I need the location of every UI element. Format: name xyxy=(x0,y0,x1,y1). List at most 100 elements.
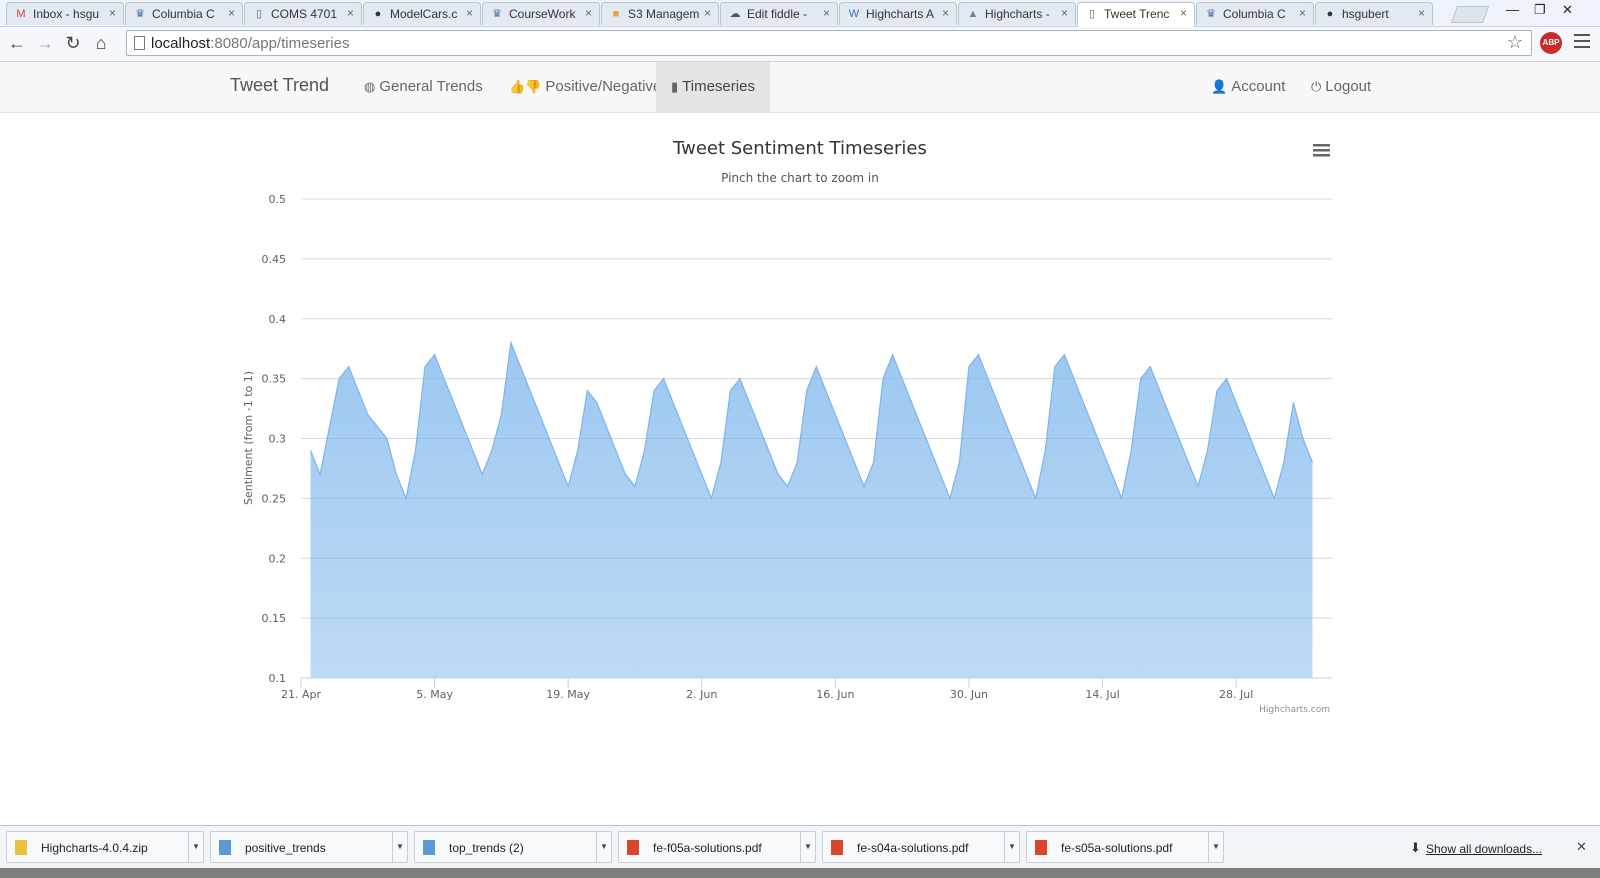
account-link[interactable]: 👤 Account xyxy=(1196,62,1300,112)
browser-tab[interactable]: ■ S3 Managem × xyxy=(601,2,719,25)
show-all-downloads-link[interactable]: Show all downloads... xyxy=(1426,842,1543,856)
crown-icon: ♛ xyxy=(135,8,145,20)
power-icon: ⏻ xyxy=(1311,79,1322,94)
chrome-menu-icon[interactable] xyxy=(1574,34,1590,52)
download-arrow-icon: ⬇ xyxy=(1410,840,1421,855)
tab-close-icon[interactable]: × xyxy=(941,6,949,20)
browser-tab[interactable]: ☁ Edit fiddle - × xyxy=(720,2,838,25)
page-icon: ▯ xyxy=(1088,8,1096,20)
tab-close-icon[interactable]: × xyxy=(227,6,235,20)
tab-label: Inbox - hsgu xyxy=(33,7,100,21)
tab-close-icon[interactable]: × xyxy=(1298,6,1306,20)
url-path: :8080/app/timeseries xyxy=(210,35,350,52)
download-name: fe-s04a-solutions.pdf xyxy=(857,841,969,855)
chart-title: Tweet Sentiment Timeseries xyxy=(672,138,927,159)
browser-tab[interactable]: ♛ Columbia C × xyxy=(1196,2,1314,25)
nav-timeseries[interactable]: ▮ Timeseries xyxy=(656,62,770,112)
chart-subtitle: Pinch the chart to zoom in xyxy=(721,171,879,185)
forward-icon[interactable]: → xyxy=(36,33,54,53)
globe-icon: ◍ xyxy=(364,79,376,94)
download-menu-arrow-icon[interactable]: ▼ xyxy=(392,832,407,862)
download-name: fe-s05a-solutions.pdf xyxy=(1061,841,1173,855)
x-axis-labels: 21. Apr 5. May 19. May 2. Jun 16. Jun 30. Jun… xyxy=(281,677,1332,701)
browser-tab[interactable]: M Inbox - hsgu × xyxy=(6,2,124,25)
page-icon xyxy=(134,36,145,50)
tab-close-icon[interactable]: × xyxy=(108,6,116,20)
tab-label: Columbia C xyxy=(152,7,215,21)
sentiment-chart[interactable]: Tweet Sentiment Timeseries Pinch the cha… xyxy=(230,120,1370,740)
chart-menu-icon[interactable] xyxy=(1313,144,1330,157)
y-tick-label: 0.15 xyxy=(262,612,287,625)
browser-tab[interactable]: ● ModelCars.c × xyxy=(363,2,481,25)
browser-tab[interactable]: ▯ COMS 4701 × xyxy=(244,2,362,25)
tab-close-icon[interactable]: × xyxy=(584,6,592,20)
home-icon[interactable]: ⌂ xyxy=(95,33,107,53)
file-icon xyxy=(219,840,231,855)
tab-label: Edit fiddle - xyxy=(747,7,808,21)
tab-close-icon[interactable]: × xyxy=(1060,6,1068,20)
download-menu-arrow-icon[interactable]: ▼ xyxy=(1004,832,1019,862)
reload-icon[interactable]: ↻ xyxy=(65,33,81,53)
x-tick-label: 5. May xyxy=(416,688,453,701)
browser-tab[interactable]: ▲ Highcharts - × xyxy=(958,2,1076,25)
adblock-icon[interactable]: ABP xyxy=(1540,32,1562,54)
download-item[interactable]: fe-f05a-solutions.pdf ▼ xyxy=(618,831,816,863)
window-close-icon[interactable]: ✕ xyxy=(1562,2,1573,17)
download-item[interactable]: fe-s04a-solutions.pdf ▼ xyxy=(822,831,1020,863)
y-tick-label: 0.3 xyxy=(269,433,287,446)
downloads-bar: Highcharts-4.0.4.zip ▼ positive_trends ▼ top… xyxy=(0,825,1600,869)
highcharts-credits[interactable]: Highcharts.com xyxy=(1259,705,1330,715)
tab-close-icon[interactable]: × xyxy=(703,6,711,20)
nav-positive-negative[interactable]: 👍👎 Positive/Negative xyxy=(494,62,676,112)
download-menu-arrow-icon[interactable]: ▼ xyxy=(800,832,815,862)
browser-tab[interactable]: ♛ CourseWork × xyxy=(482,2,600,25)
download-name: Highcharts-4.0.4.zip xyxy=(41,841,148,855)
download-item[interactable]: positive_trends ▼ xyxy=(210,831,408,863)
y-tick-label: 0.4 xyxy=(269,313,287,326)
crown-icon: ♛ xyxy=(1206,8,1216,20)
cloud-icon: ☁ xyxy=(729,8,741,20)
tab-close-icon[interactable]: × xyxy=(1417,6,1425,20)
github-icon: ● xyxy=(374,8,382,20)
browser-tab[interactable]: ▯ Tweet Trenc × xyxy=(1077,2,1195,27)
chart-svg: Tweet Sentiment Timeseries Pinch the cha… xyxy=(242,138,1332,715)
download-item[interactable]: top_trends (2) ▼ xyxy=(414,831,612,863)
y-tick-label: 0.2 xyxy=(269,552,287,565)
download-menu-arrow-icon[interactable]: ▼ xyxy=(1208,832,1223,862)
tab-label: CourseWork xyxy=(509,7,576,21)
wordpress-icon: W xyxy=(848,8,860,20)
tab-label: ModelCars.c xyxy=(390,7,458,21)
series-line xyxy=(309,340,1314,501)
tab-close-icon[interactable]: × xyxy=(822,6,830,20)
tab-close-icon[interactable]: × xyxy=(1179,6,1187,20)
bar-chart-icon: ▮ xyxy=(671,79,679,94)
minimize-icon[interactable]: — xyxy=(1506,2,1519,17)
browser-tab[interactable]: ♛ Columbia C × xyxy=(125,2,243,25)
browser-tab[interactable]: W Highcharts A × xyxy=(839,2,957,25)
url-host: localhost xyxy=(151,35,211,52)
new-tab-button[interactable] xyxy=(1450,6,1490,23)
pdf-icon xyxy=(1035,840,1047,855)
tab-label: COMS 4701 xyxy=(271,7,338,21)
download-item[interactable]: fe-s05a-solutions.pdf ▼ xyxy=(1026,831,1224,863)
tab-label: S3 Managem xyxy=(628,7,700,21)
tab-close-icon[interactable]: × xyxy=(346,6,354,20)
browser-tab[interactable]: ● hsgubert × xyxy=(1315,2,1433,25)
app-navbar: Tweet Trend ◍ General Trends 👍👎 Positive/Ne… xyxy=(0,62,1600,113)
gmail-icon: M xyxy=(16,8,26,20)
bookmark-star-icon[interactable]: ☆ xyxy=(1506,32,1523,52)
close-downloads-icon[interactable]: ✕ xyxy=(1576,839,1587,854)
address-bar[interactable]: localhost:8080/app/timeseries ☆ xyxy=(126,30,1532,56)
crown-icon: ♛ xyxy=(492,8,502,20)
restore-icon[interactable]: ❐ xyxy=(1534,2,1546,17)
logout-link[interactable]: ⏻ Logout xyxy=(1296,62,1386,112)
brand-link[interactable]: Tweet Trend xyxy=(230,75,330,95)
download-item[interactable]: Highcharts-4.0.4.zip ▼ xyxy=(6,831,204,863)
download-menu-arrow-icon[interactable]: ▼ xyxy=(596,832,611,862)
back-icon[interactable]: ← xyxy=(8,33,26,53)
download-menu-arrow-icon[interactable]: ▼ xyxy=(188,832,203,862)
url-text[interactable]: localhost:8080/app/timeseries xyxy=(151,35,349,52)
tab-close-icon[interactable]: × xyxy=(465,6,473,20)
nav-general-trends[interactable]: ◍ General Trends xyxy=(349,62,498,112)
nav-label: Positive/Negative xyxy=(545,78,662,95)
